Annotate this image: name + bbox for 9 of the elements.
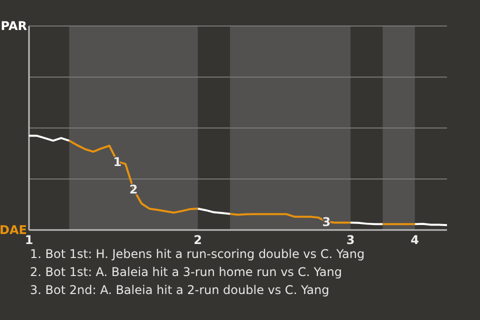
x-tick-label: 1 (24, 233, 34, 247)
x-tick-label: 3 (346, 233, 355, 247)
text: DAE (0, 223, 27, 238)
text: 1. Bot 1st: H. Jebens hit a run-scoring double vs C. Yang (30, 247, 365, 261)
x-tick-label: 4 (410, 233, 420, 247)
text: 3. Bot 2nd: A. Baleia hit a 2-run double vs C. Yang (30, 283, 330, 297)
text: PAR (0, 19, 27, 34)
text: 2. Bot 1st: A. Baleia hit a 3-run home run vs C. Yang (30, 265, 342, 279)
x-tick-label: 2 (194, 233, 202, 247)
